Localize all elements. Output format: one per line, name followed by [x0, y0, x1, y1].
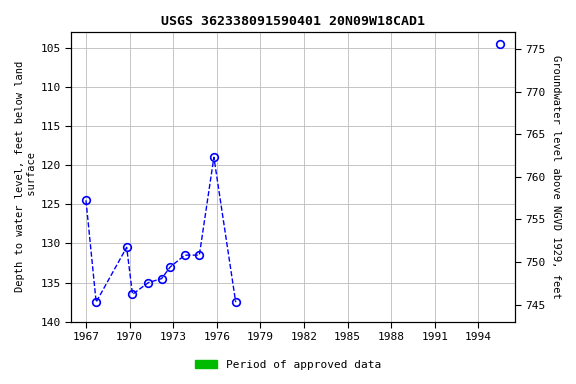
Y-axis label: Depth to water level, feet below land
 surface: Depth to water level, feet below land su… — [15, 61, 37, 293]
Bar — [125, 323, 140, 328]
Bar — [168, 323, 234, 328]
Bar — [497, 323, 503, 328]
Bar — [232, 323, 236, 328]
Bar — [143, 323, 158, 328]
Y-axis label: Groundwater level above NGVD 1929, feet: Groundwater level above NGVD 1929, feet — [551, 55, 561, 299]
Bar — [86, 323, 99, 328]
Title: USGS 362338091590401 20N09W18CAD1: USGS 362338091590401 20N09W18CAD1 — [161, 15, 425, 28]
Legend: Period of approved data: Period of approved data — [191, 356, 385, 375]
